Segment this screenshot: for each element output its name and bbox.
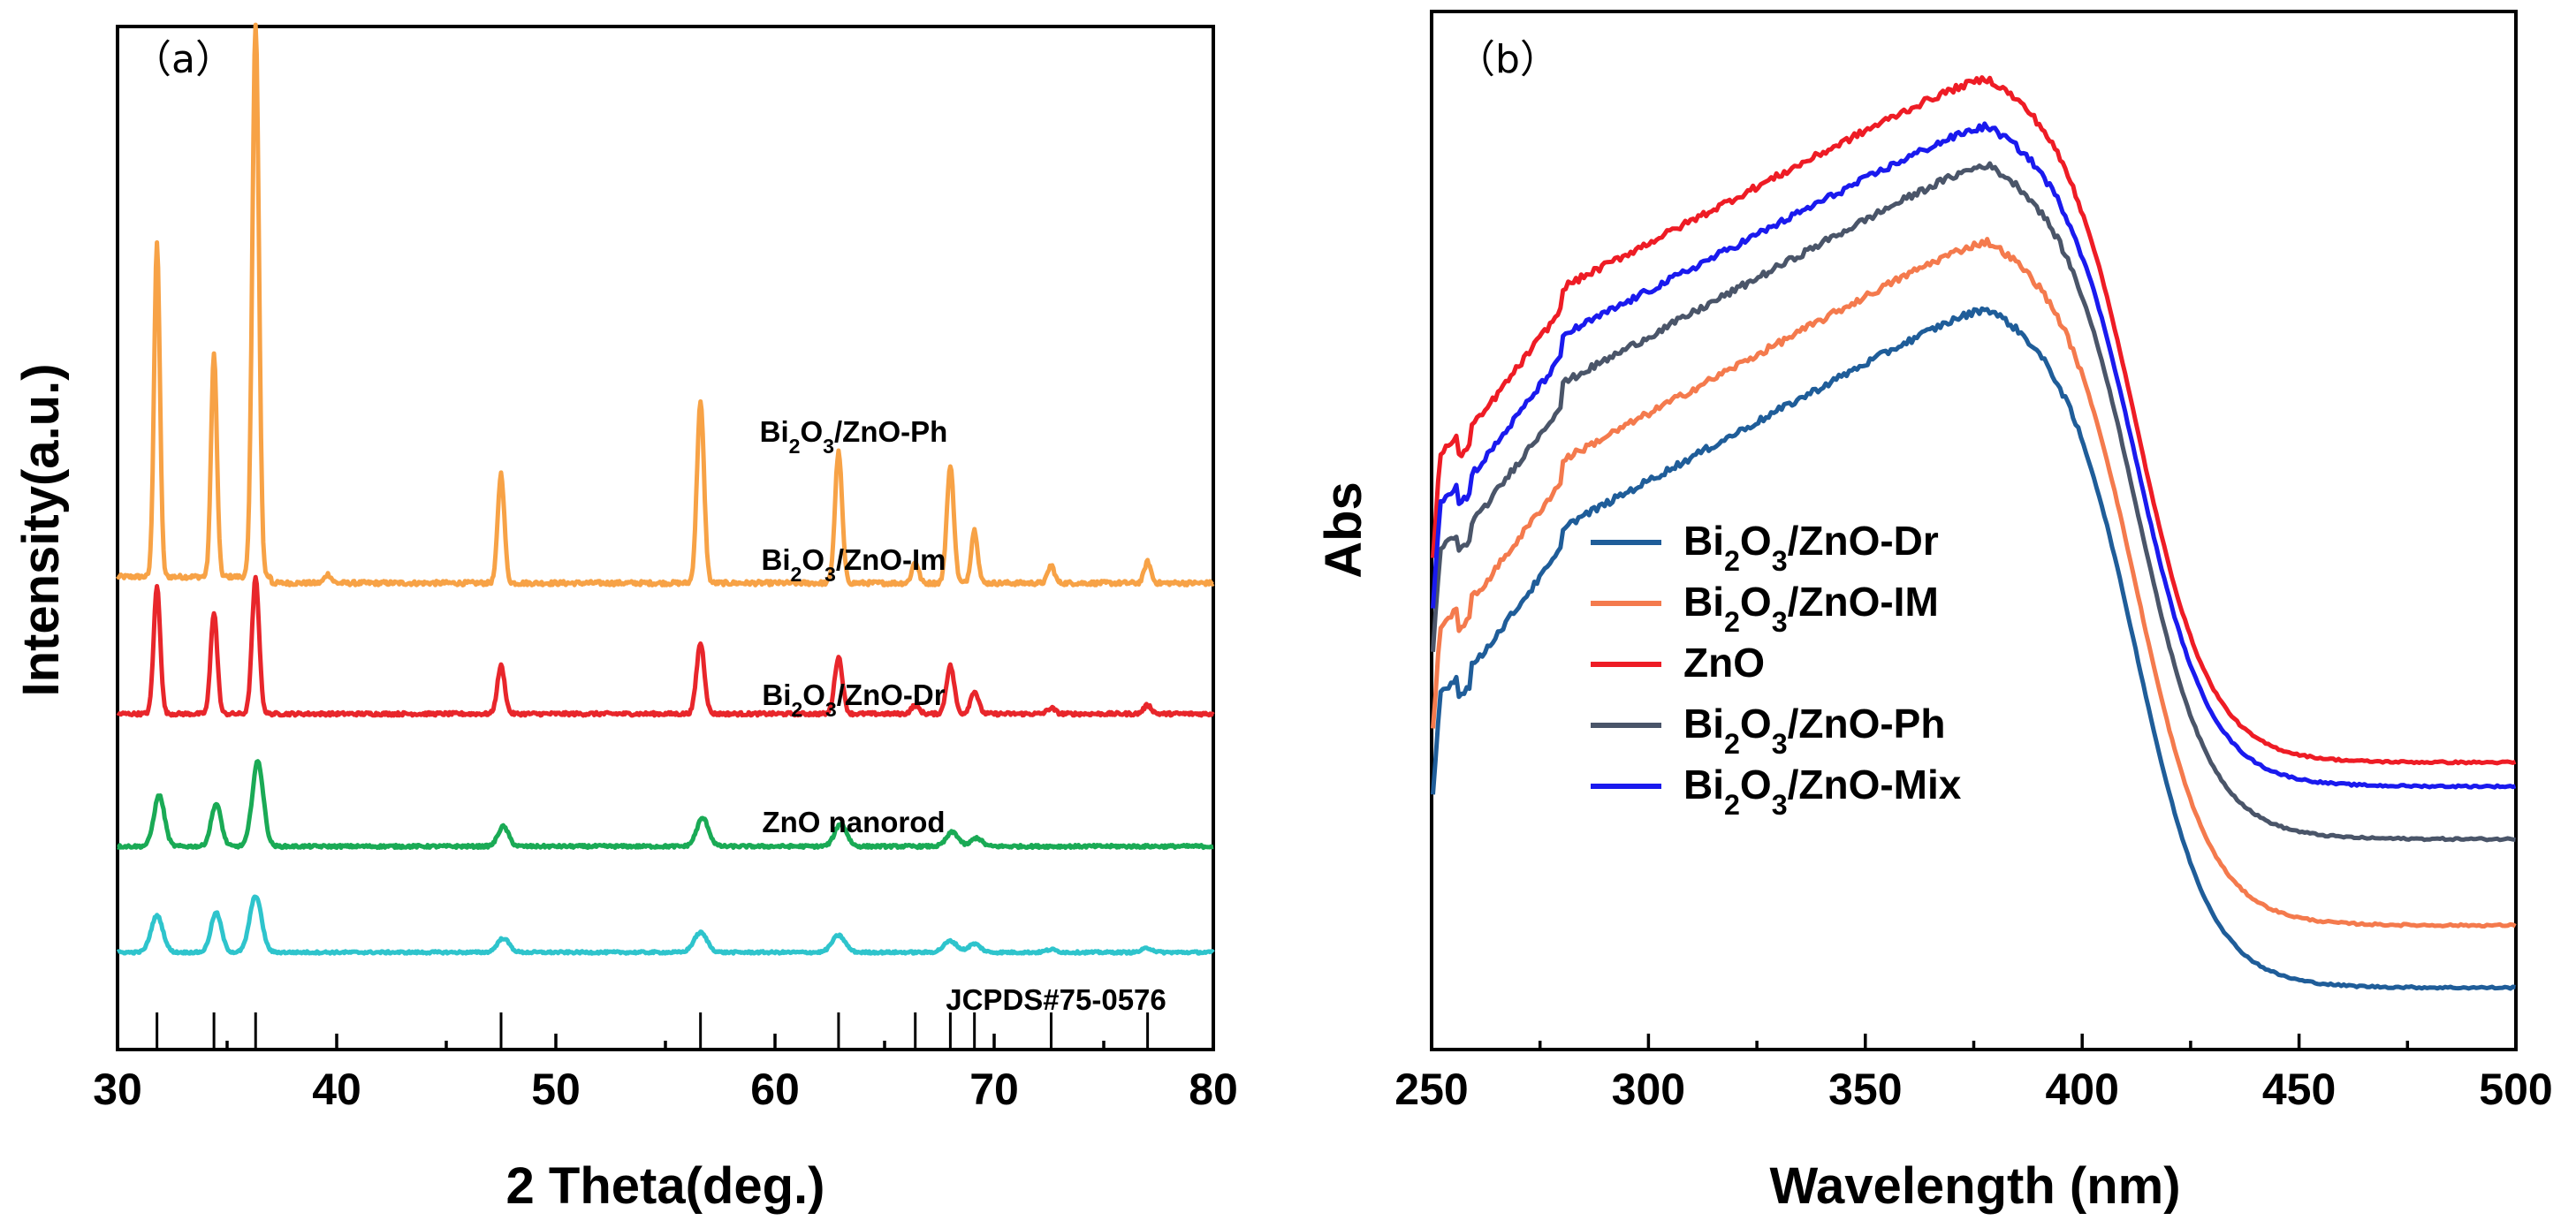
x-tick-label: 40 (312, 1065, 361, 1114)
panel-a-label: （a） (133, 37, 234, 82)
x-tick-label: 450 (2262, 1065, 2336, 1114)
x-tick-label: 50 (531, 1065, 581, 1114)
panel-b-label: （b） (1456, 37, 1559, 82)
legend-entry: Bi2O3/ZnO-Mix (1683, 762, 1962, 821)
panel-a-xrd: （a） JCPDS#75-0576 Bi2O3/ZnO-PhBi2O3/ZnO-… (12, 22, 1238, 1215)
panel-a-x-ticks: 30 40 50 60 70 80 (93, 1034, 1238, 1114)
x-tick-label: 80 (1189, 1065, 1238, 1114)
xrd-series-line (116, 894, 1215, 956)
x-tick-label: 250 (1394, 1065, 1468, 1114)
panel-b-y-axis-title: Abs (1315, 481, 1372, 579)
panel-a-x-axis-title: 2 Theta(deg.) (506, 1157, 825, 1215)
x-tick-label: 30 (93, 1065, 142, 1114)
panel-a-series-labels: Bi2O3/ZnO-Ph Bi2O3/ZnO-Im Bi2O3/ZnO-Dr ZnO … (760, 415, 948, 838)
x-tick-label: 350 (1828, 1065, 1902, 1114)
panel-a-series (115, 22, 1215, 956)
xrd-series-line (116, 759, 1215, 851)
panel-a-axes-frame (116, 25, 1215, 1051)
x-tick-label: 300 (1612, 1065, 1685, 1114)
panel-a-y-axis-title: Intensity(a.u.) (12, 363, 70, 696)
uvvis-series-line (1431, 306, 2516, 991)
x-tick-label: 70 (969, 1065, 1019, 1114)
panel-b-series (1431, 75, 2517, 991)
panel-b-uvvis: （b） Bi2O3/ZnO-DrBi2O3/ZnO-IMZnOBi2O3/ZnO… (1315, 10, 2553, 1215)
legend-entry: ZnO (1683, 640, 1765, 686)
uvvis-series-line (1431, 75, 2517, 766)
xrd-series-label: Bi2O3/ZnO-Ph (760, 415, 948, 458)
x-tick-label: 60 (750, 1065, 800, 1114)
xrd-series-label: Bi2O3/ZnO-Im (761, 543, 946, 586)
x-tick-label: 400 (2045, 1065, 2118, 1114)
legend-entry: Bi2O3/ZnO-Ph (1683, 701, 1945, 760)
uvvis-series-line (1431, 161, 2516, 843)
uvvis-series-line (1431, 237, 2517, 929)
panel-b-x-axis-title: Wavelength (nm) (1769, 1157, 2180, 1215)
x-tick-label: 500 (2479, 1065, 2552, 1114)
legend-entry: Bi2O3/ZnO-IM (1683, 579, 1939, 638)
panel-b-x-ticks: 250 300 350 400 450 500 (1394, 1034, 2553, 1114)
uvvis-series-line (1431, 121, 2517, 790)
legend-entry: Bi2O3/ZnO-Dr (1683, 518, 1939, 577)
panel-a-reference-label: JCPDS#75-0576 (946, 983, 1166, 1016)
xrd-series-label: Bi2O3/ZnO-Dr (762, 678, 945, 721)
xrd-series-label: ZnO nanorod (762, 806, 945, 838)
xrd-series-line (115, 22, 1215, 587)
panel-a-reference-ticks (156, 1012, 1150, 1050)
xrd-series-line (116, 574, 1215, 718)
